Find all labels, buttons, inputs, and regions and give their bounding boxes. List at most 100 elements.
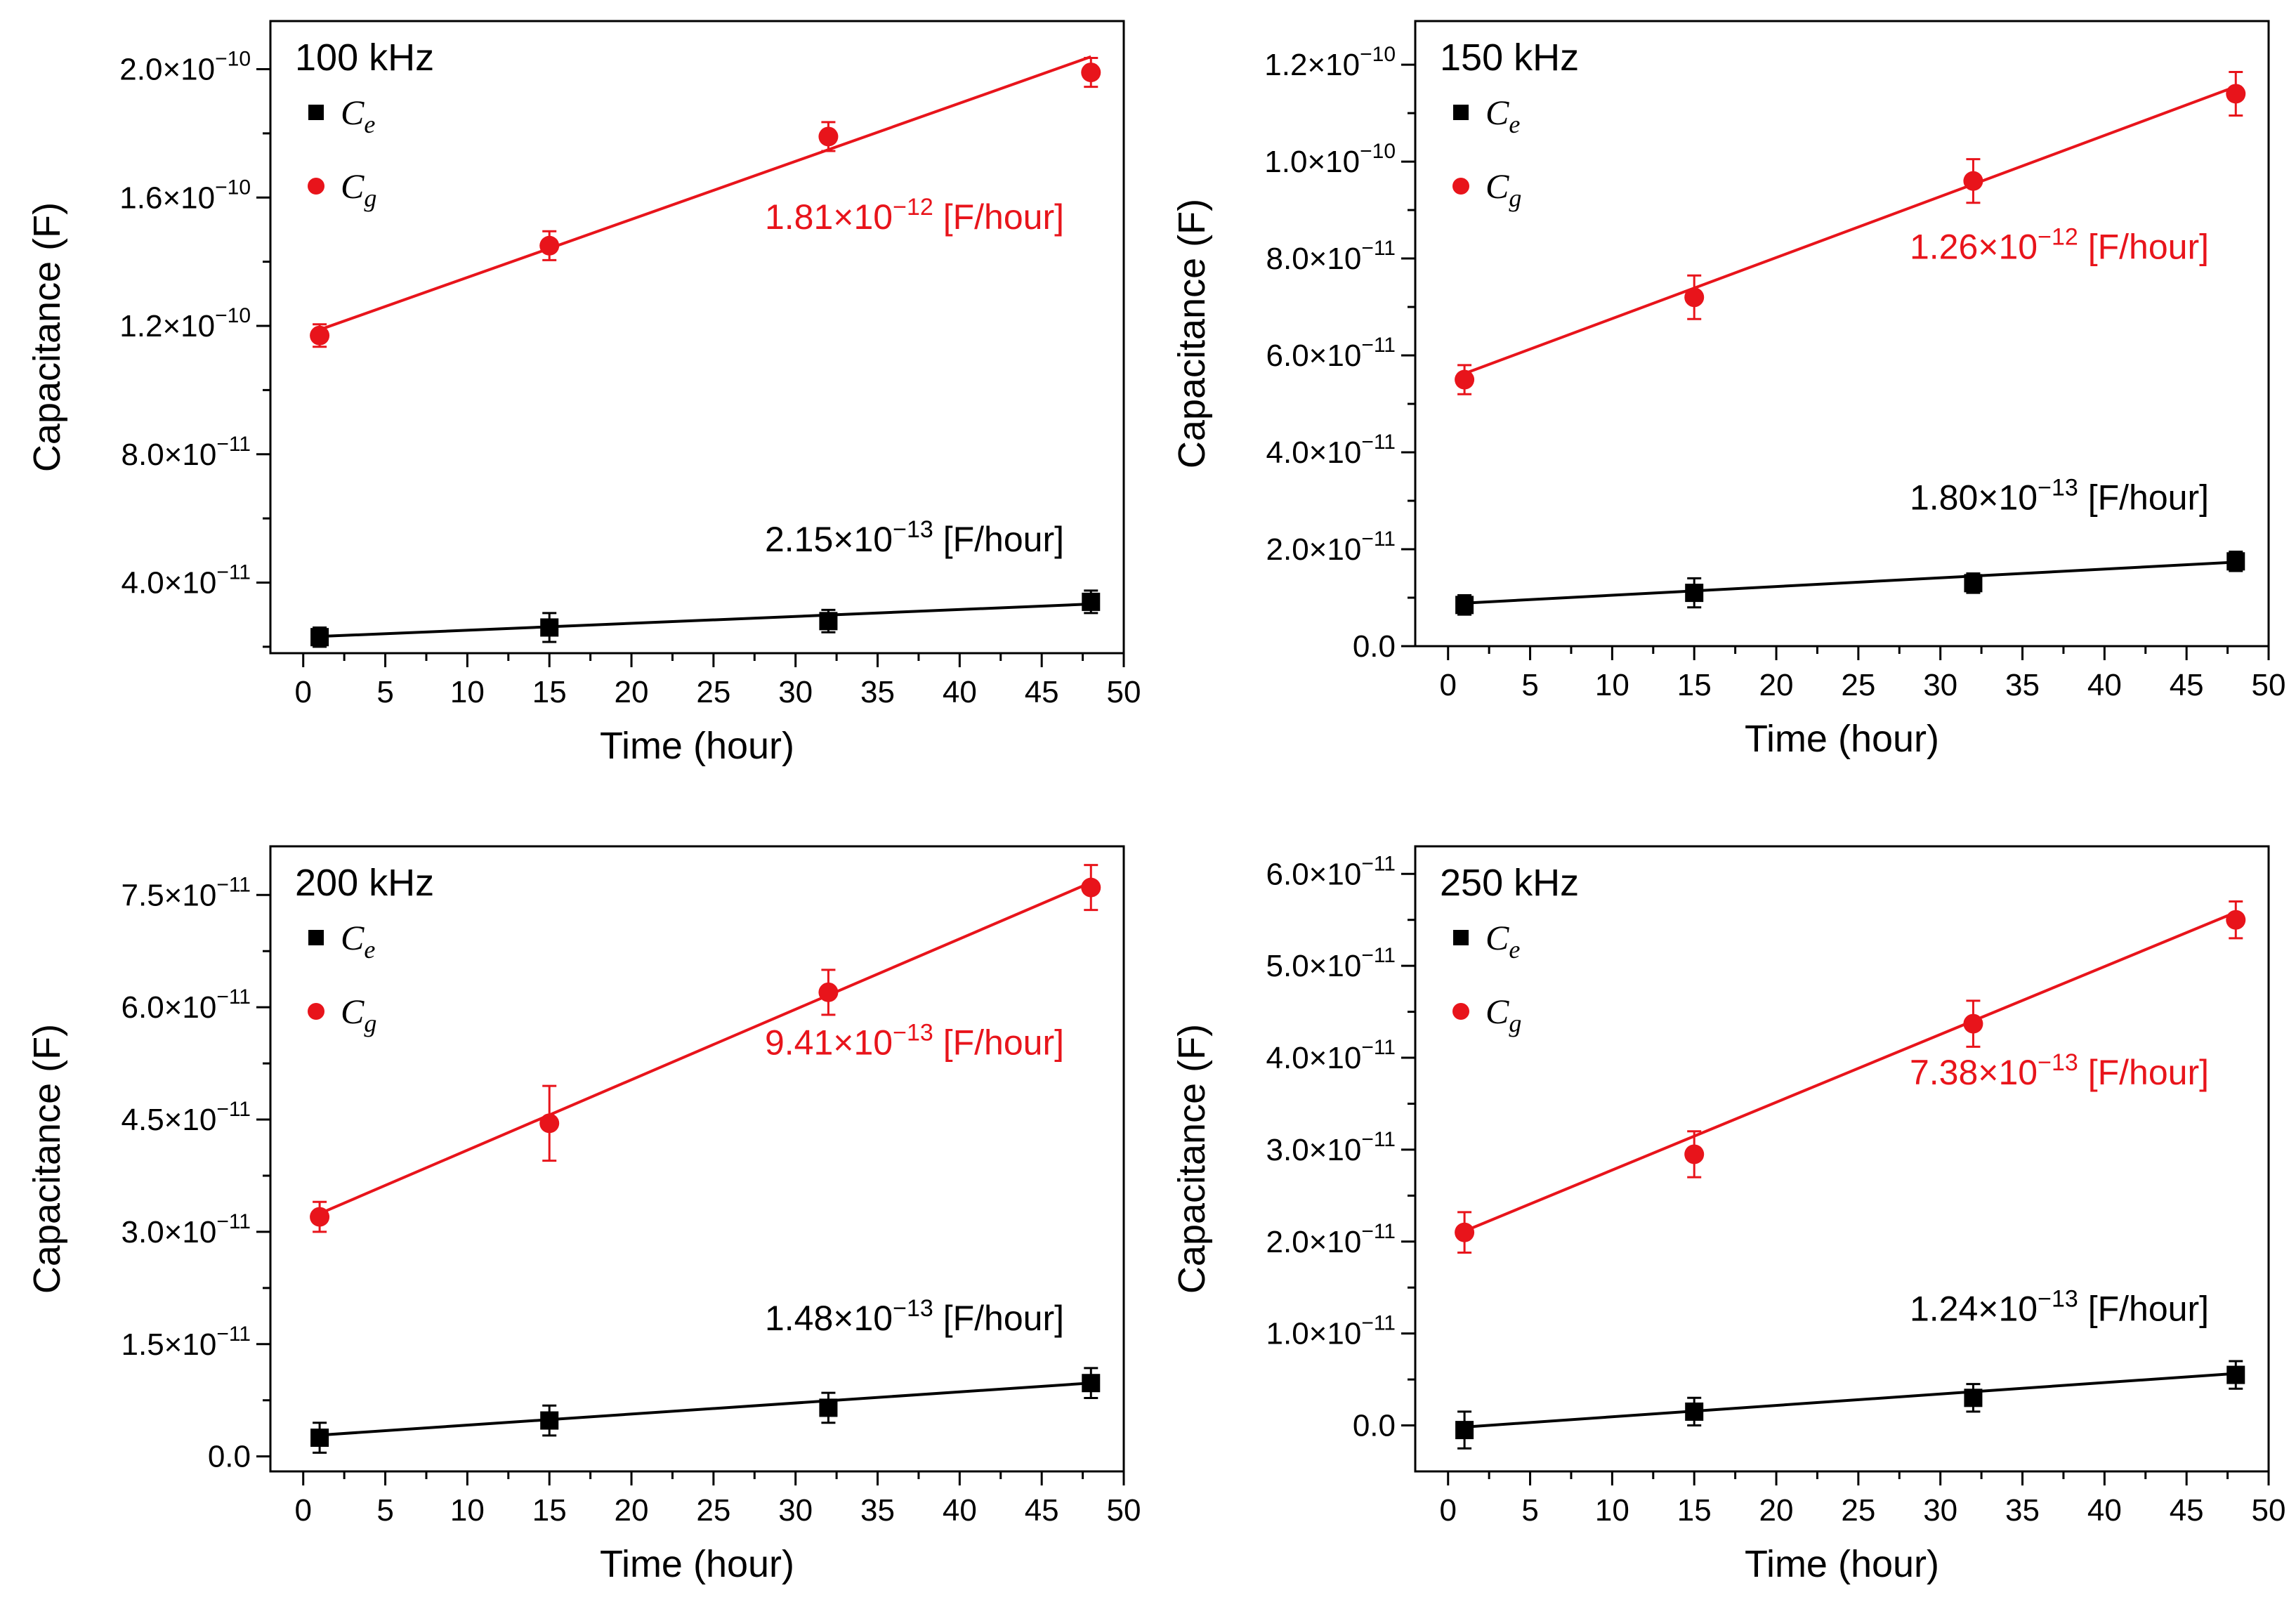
plot-frame bbox=[1414, 845, 2270, 1473]
x-tick-label: 10 bbox=[450, 675, 485, 709]
chart-panel-3: 0 5 10 15 20 25 30 35 40 45 50 0.0 1.5×10−11 3.0×10−1… bbox=[26, 845, 1141, 1585]
legend-marker-circle bbox=[308, 178, 324, 195]
legend-label: Ce bbox=[341, 918, 375, 964]
data-point bbox=[1455, 1222, 1475, 1242]
y-tick-label: 1.2×10−10 bbox=[119, 304, 251, 343]
fit-line bbox=[320, 603, 1091, 638]
slope-annotation: 1.48×10−13 [F/hour] bbox=[765, 1295, 1064, 1338]
y-tick-label: 8.0×10−11 bbox=[1266, 237, 1396, 276]
y-axis-title: Capacitance (F) bbox=[1171, 199, 1213, 468]
x-tick-label: 35 bbox=[2005, 668, 2040, 702]
y-tick-label: 4.0×10−11 bbox=[122, 560, 251, 600]
legend-marker-circle bbox=[1452, 178, 1469, 195]
y-axis-title: Capacitance (F) bbox=[26, 202, 68, 472]
fit-line bbox=[1464, 911, 2237, 1233]
legend-marker-square bbox=[1453, 930, 1469, 945]
panel-title: 250 kHz bbox=[1440, 862, 1579, 904]
x-tick-label: 20 bbox=[1759, 668, 1794, 702]
x-tick-label: 45 bbox=[2170, 1493, 2204, 1528]
data-point bbox=[1082, 1374, 1101, 1393]
chart-panel-4: 0 5 10 15 20 25 30 35 40 45 50 0.0 1.0×10−11 2.0×10−1… bbox=[1171, 845, 2285, 1585]
legend-marker-square bbox=[1453, 105, 1469, 120]
y-tick-label: 3.0×10−11 bbox=[122, 1210, 251, 1249]
data-point bbox=[1964, 1389, 1983, 1407]
y-tick-label: 7.5×10−11 bbox=[122, 873, 251, 912]
data-point bbox=[1685, 1402, 1704, 1421]
x-tick-label: 5 bbox=[376, 675, 393, 709]
data-point bbox=[2226, 1365, 2245, 1384]
data-point bbox=[1684, 1144, 1705, 1164]
data-point bbox=[818, 126, 839, 147]
x-axis-title: Time (hour) bbox=[1745, 1543, 1939, 1585]
legend-label: Cg bbox=[1485, 992, 1521, 1037]
x-tick-label: 15 bbox=[532, 1493, 567, 1528]
x-tick-label: 20 bbox=[1759, 1493, 1794, 1528]
data-point bbox=[1082, 592, 1101, 611]
y-axis-title: Capacitance (F) bbox=[1171, 1024, 1213, 1294]
panel-title: 150 kHz bbox=[1440, 37, 1579, 79]
x-tick-label: 40 bbox=[2087, 668, 2122, 702]
y-tick-label: 1.0×10−11 bbox=[1266, 1312, 1396, 1351]
x-tick-label: 25 bbox=[696, 675, 730, 709]
chart-panel-1: 0 5 10 15 20 25 30 35 40 45 50 4.0×10−11 8.0×10−11 1.… bbox=[26, 20, 1141, 767]
x-axis-title: Time (hour) bbox=[600, 725, 794, 767]
y-tick-label: 0.0 bbox=[1353, 1409, 1396, 1443]
x-tick-label: 10 bbox=[1595, 668, 1629, 702]
data-point bbox=[539, 1113, 560, 1134]
x-tick-label: 50 bbox=[1107, 675, 1141, 709]
x-tick-label: 30 bbox=[778, 1493, 813, 1528]
legend-label: Cg bbox=[341, 166, 376, 212]
plot-frame bbox=[269, 20, 1125, 655]
y-tick-label: 8.0×10−11 bbox=[122, 433, 251, 472]
series-g bbox=[310, 55, 1101, 348]
plot-frame bbox=[269, 845, 1125, 1473]
y-tick-label: 1.0×10−10 bbox=[1264, 140, 1396, 179]
legend-marker-circle bbox=[308, 1003, 324, 1020]
legend-label: Ce bbox=[1485, 93, 1520, 138]
x-tick-label: 40 bbox=[943, 675, 977, 709]
data-point bbox=[819, 612, 838, 631]
y-tick-label: 1.5×10−11 bbox=[122, 1323, 251, 1362]
data-point bbox=[1455, 596, 1474, 615]
slope-annotation: 1.80×10−13 [F/hour] bbox=[1910, 474, 2209, 517]
y-tick-label: 2.0×10−11 bbox=[1266, 527, 1396, 567]
chart-panel-2: 0 5 10 15 20 25 30 35 40 45 50 0.0 2.0×10−11 4.0×10−1… bbox=[1171, 20, 2286, 760]
x-tick-label: 5 bbox=[1521, 1493, 1538, 1528]
panel-title: 200 kHz bbox=[295, 862, 434, 904]
legend-label: Ce bbox=[1485, 918, 1520, 964]
data-point bbox=[540, 618, 559, 637]
y-tick-label: 5.0×10−11 bbox=[1266, 944, 1396, 983]
x-tick-label: 0 bbox=[1439, 668, 1456, 702]
slope-annotation: 1.81×10−12 [F/hour] bbox=[765, 194, 1064, 237]
plot-frame bbox=[1414, 20, 2270, 648]
x-tick-label: 5 bbox=[376, 1493, 393, 1528]
data-point bbox=[540, 1411, 559, 1430]
x-tick-label: 20 bbox=[615, 675, 649, 709]
x-axis-title: Time (hour) bbox=[1745, 718, 1939, 760]
x-tick-label: 35 bbox=[860, 675, 895, 709]
data-point bbox=[310, 1429, 329, 1448]
y-tick-label: 4.5×10−11 bbox=[122, 1098, 251, 1137]
fit-line bbox=[1464, 85, 2236, 375]
x-tick-label: 45 bbox=[1025, 675, 1059, 709]
data-point bbox=[818, 982, 839, 1002]
x-tick-label: 30 bbox=[778, 675, 813, 709]
legend-marker-square bbox=[308, 105, 324, 120]
fit-line bbox=[1464, 560, 2236, 605]
data-point bbox=[1081, 63, 1101, 83]
x-tick-label: 30 bbox=[1923, 1493, 1957, 1528]
y-tick-label: 6.0×10−11 bbox=[1266, 852, 1396, 891]
data-point bbox=[1455, 369, 1475, 390]
y-tick-label: 6.0×10−11 bbox=[122, 985, 251, 1025]
legend-label: Ce bbox=[341, 93, 375, 138]
x-tick-label: 50 bbox=[1107, 1493, 1141, 1528]
series-g bbox=[1455, 70, 2246, 395]
x-tick-label: 35 bbox=[2005, 1493, 2040, 1528]
x-tick-label: 50 bbox=[2252, 668, 2286, 702]
x-tick-label: 40 bbox=[2087, 1493, 2122, 1528]
data-point bbox=[1684, 287, 1705, 308]
fit-line bbox=[319, 1382, 1091, 1437]
x-tick-label: 15 bbox=[532, 675, 567, 709]
data-point bbox=[1455, 1421, 1474, 1440]
